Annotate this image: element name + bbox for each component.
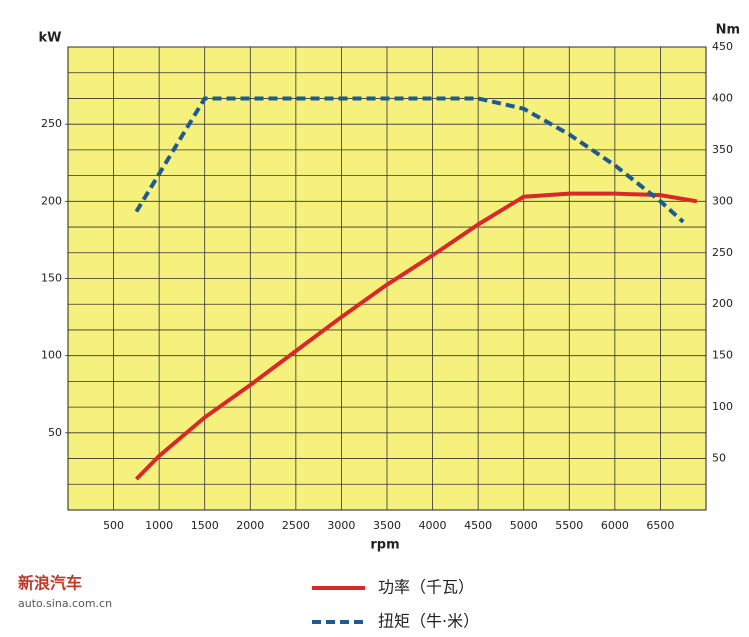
x-tick-label: 1000 <box>145 519 173 532</box>
watermark-brand: 新浪汽车 <box>18 574 82 593</box>
legend-label: 扭矩（牛·米） <box>378 612 479 631</box>
y-tick-label: 250 <box>41 117 62 130</box>
x-tick-label: 2000 <box>236 519 264 532</box>
x-tick-label: 5500 <box>555 519 583 532</box>
y2-tick-label: 350 <box>712 143 733 156</box>
y2-tick-label: 150 <box>712 349 733 362</box>
legend-label: 功率（千瓦） <box>378 578 474 597</box>
y-tick-label: 50 <box>48 426 62 439</box>
y-axis-title: kW <box>39 31 62 46</box>
y2-tick-label: 50 <box>712 452 726 465</box>
y2-tick-label: 300 <box>712 194 733 207</box>
x-tick-label: 6000 <box>601 519 629 532</box>
y2-tick-label: 100 <box>712 400 733 413</box>
y2-tick-label: 200 <box>712 297 733 310</box>
y2-tick-label: 250 <box>712 246 733 259</box>
watermark-url: auto.sina.com.cn <box>18 597 112 610</box>
x-tick-label: 3500 <box>373 519 401 532</box>
x-tick-label: 5000 <box>510 519 538 532</box>
x-tick-label: 6500 <box>646 519 674 532</box>
series-line <box>134 96 685 224</box>
y-tick-label: 150 <box>41 272 62 285</box>
y2-tick-label: 450 <box>712 40 733 53</box>
y-tick-label: 100 <box>41 349 62 362</box>
x-tick-label: 3000 <box>327 519 355 532</box>
y-tick-label: 200 <box>41 194 62 207</box>
y2-tick-label: 400 <box>712 91 733 104</box>
y2-axis-title: Nm <box>716 23 740 38</box>
x-tick-label: 1500 <box>191 519 219 532</box>
x-tick-label: 4000 <box>419 519 447 532</box>
x-axis-title: rpm <box>370 538 399 553</box>
series-line <box>134 191 698 481</box>
x-tick-label: 2500 <box>282 519 310 532</box>
x-tick-label: 500 <box>103 519 124 532</box>
x-tick-label: 4500 <box>464 519 492 532</box>
